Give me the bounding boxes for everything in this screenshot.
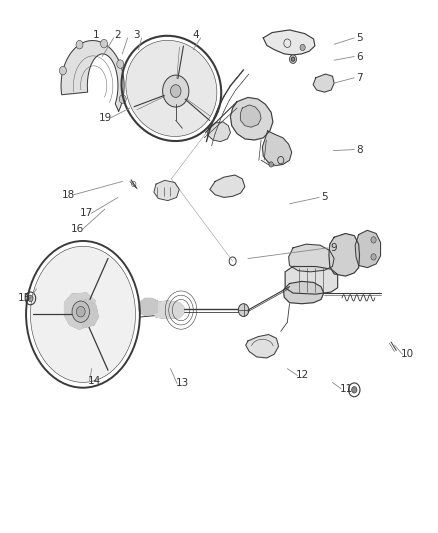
Circle shape	[59, 67, 66, 75]
Ellipse shape	[30, 246, 135, 382]
Text: 12: 12	[295, 370, 308, 381]
Polygon shape	[153, 180, 179, 200]
Circle shape	[268, 162, 273, 167]
Polygon shape	[328, 233, 359, 276]
Text: 2: 2	[114, 30, 121, 41]
Text: 1: 1	[92, 30, 99, 41]
Polygon shape	[152, 301, 183, 319]
Circle shape	[299, 44, 304, 51]
Polygon shape	[285, 266, 337, 294]
Circle shape	[76, 41, 83, 49]
Circle shape	[370, 237, 375, 243]
Circle shape	[351, 386, 356, 393]
Polygon shape	[354, 230, 380, 268]
Text: 10: 10	[400, 349, 413, 359]
Text: 4: 4	[192, 30, 198, 41]
Polygon shape	[75, 300, 98, 328]
Text: 11: 11	[339, 384, 352, 394]
Circle shape	[72, 301, 89, 322]
Polygon shape	[230, 98, 272, 140]
Text: 13: 13	[175, 378, 188, 389]
Circle shape	[28, 295, 33, 302]
Text: 5: 5	[321, 192, 327, 203]
Circle shape	[290, 57, 294, 61]
Text: 5: 5	[355, 33, 362, 43]
Polygon shape	[209, 175, 244, 197]
Circle shape	[238, 304, 248, 317]
Polygon shape	[245, 335, 278, 358]
Text: 17: 17	[79, 208, 92, 219]
Text: 7: 7	[355, 73, 362, 83]
Polygon shape	[138, 298, 157, 316]
Text: 19: 19	[99, 112, 112, 123]
Text: 9: 9	[329, 243, 336, 253]
Circle shape	[162, 75, 188, 107]
Polygon shape	[240, 105, 261, 127]
Polygon shape	[64, 293, 96, 329]
Circle shape	[170, 85, 180, 98]
Text: 18: 18	[62, 190, 75, 200]
Text: 6: 6	[355, 52, 362, 61]
Text: 14: 14	[88, 376, 101, 386]
Polygon shape	[312, 74, 333, 92]
Circle shape	[100, 39, 107, 48]
Polygon shape	[61, 41, 124, 111]
Text: 8: 8	[355, 144, 362, 155]
Polygon shape	[262, 131, 291, 165]
Polygon shape	[263, 30, 314, 55]
Polygon shape	[207, 122, 230, 142]
Circle shape	[289, 55, 296, 63]
Text: 15: 15	[18, 293, 31, 303]
Text: 16: 16	[71, 224, 84, 235]
Text: 3: 3	[133, 30, 139, 41]
Circle shape	[370, 254, 375, 260]
Circle shape	[76, 306, 85, 317]
Circle shape	[119, 95, 126, 103]
Polygon shape	[288, 244, 333, 272]
Polygon shape	[283, 281, 323, 304]
Circle shape	[117, 60, 124, 68]
Ellipse shape	[126, 41, 216, 136]
